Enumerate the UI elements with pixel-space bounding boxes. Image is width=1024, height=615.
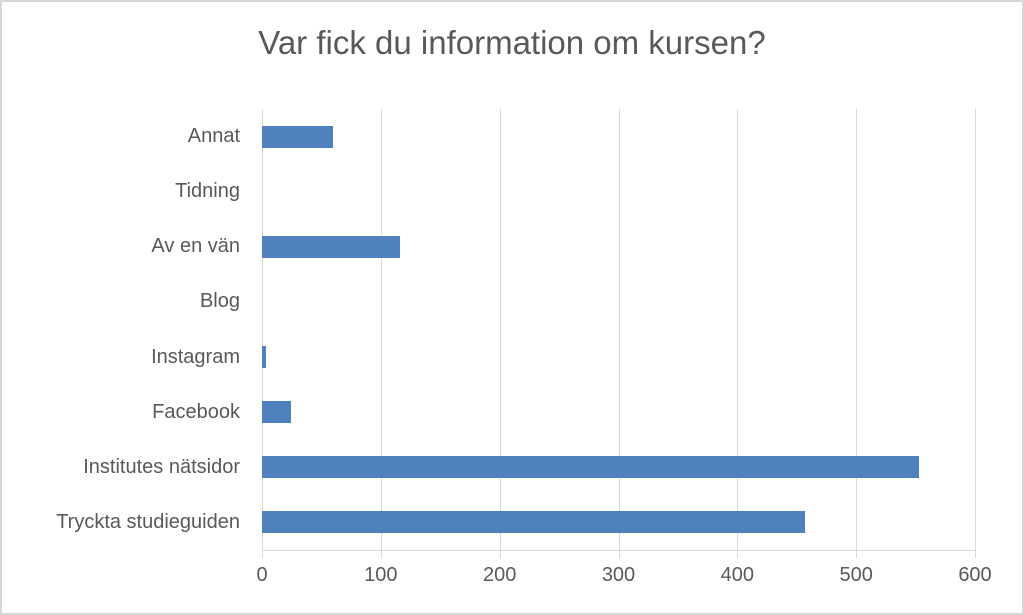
bar-row <box>262 385 975 440</box>
category-label: Instagram <box>151 345 240 368</box>
category-label: Tidning <box>175 180 240 203</box>
tick-mark-x-500 <box>856 550 858 558</box>
bar-instagram <box>262 346 266 369</box>
category-axis: Annat Tidning Av en vän Blog Instagram Facebo… <box>2 109 240 550</box>
tick-mark-x-300 <box>618 550 620 558</box>
category-label: Facebook <box>152 400 240 423</box>
tick-mark-x-600 <box>975 550 976 558</box>
bar-row <box>262 440 975 495</box>
tick-mark-x-400 <box>737 550 739 558</box>
category-label: Annat <box>187 125 240 148</box>
category-label: Av en vän <box>151 235 240 258</box>
bar-series <box>262 109 975 550</box>
tick-mark-x-100 <box>380 550 382 558</box>
bar-row <box>262 330 975 385</box>
bar-institutes-n-tsidor <box>262 456 920 479</box>
gridline-x-400 <box>737 109 739 550</box>
category-label: Institutes nätsidor <box>83 455 240 478</box>
gridline-x-0 <box>262 109 263 550</box>
bar-row <box>262 219 975 274</box>
category-label: Blog <box>199 290 240 313</box>
tick-mark-x-200 <box>499 550 501 558</box>
tick-mark-x-0 <box>262 550 263 558</box>
x-tick-label: 100 <box>364 564 398 586</box>
bar-av-en-v-n <box>262 235 400 258</box>
bar-row <box>262 274 975 329</box>
chart-title: Var fick du information om kursen? <box>258 24 766 61</box>
bar-tryckta-studieguiden <box>262 511 806 534</box>
bar-row <box>262 109 975 164</box>
bar-row <box>262 495 975 550</box>
plot-area <box>262 109 976 558</box>
gridline-x-600 <box>975 109 976 550</box>
gridline-x-300 <box>618 109 620 550</box>
x-tick-label: 600 <box>958 564 992 586</box>
category-label: Tryckta studieguiden <box>56 510 240 533</box>
x-tick-label: 500 <box>839 564 873 586</box>
gridline-x-200 <box>499 109 501 550</box>
bar-annat <box>262 125 334 148</box>
x-tick-label: 200 <box>482 564 517 586</box>
bar-row <box>262 164 975 219</box>
x-tick-label: 0 <box>256 564 268 586</box>
bar-facebook <box>262 401 291 424</box>
gridline-x-500 <box>856 109 858 550</box>
gridline-x-100 <box>380 109 382 550</box>
x-axis-line <box>262 550 975 551</box>
x-tick-label: 400 <box>720 564 755 586</box>
x-tick-label: 300 <box>601 564 636 586</box>
